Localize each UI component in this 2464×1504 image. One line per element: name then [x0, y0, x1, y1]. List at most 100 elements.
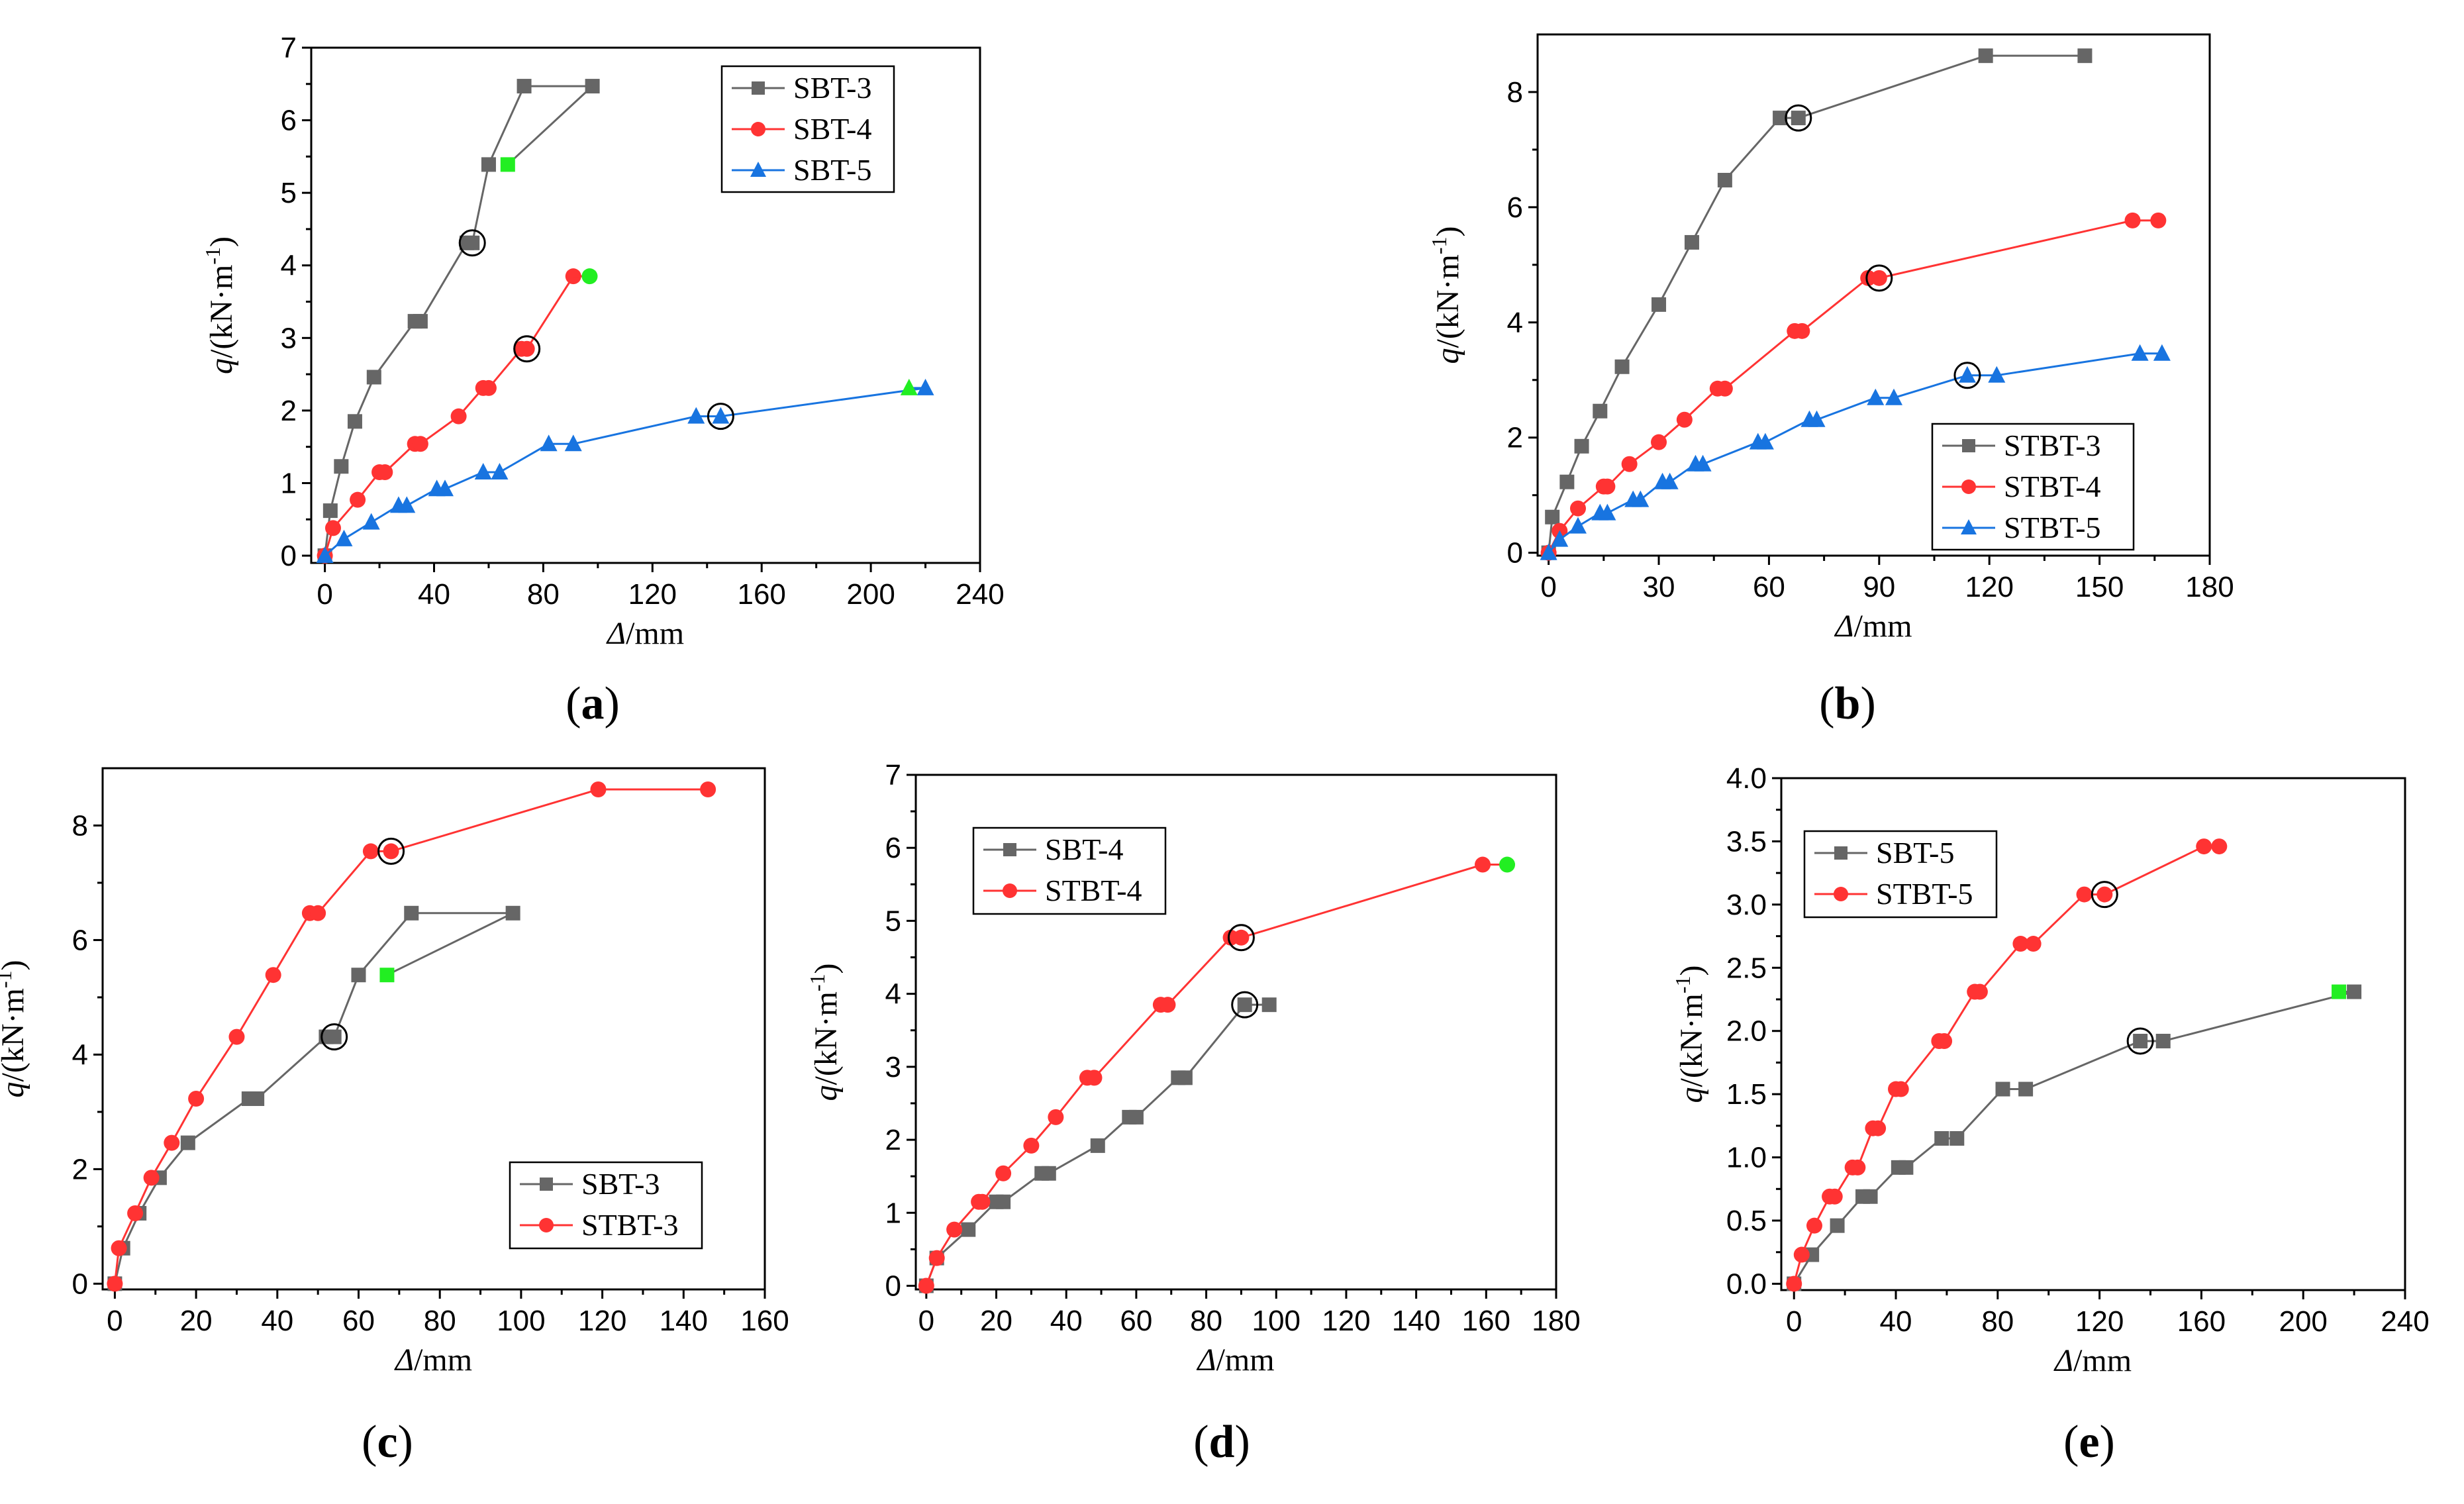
- data-point: [143, 1170, 160, 1186]
- data-point: [2077, 48, 2093, 64]
- panel-label: (d): [1193, 1417, 1250, 1468]
- highlight-circle: [1785, 104, 1812, 132]
- y-tick-label: 3.0: [1726, 889, 1767, 921]
- plot-frame: [914, 774, 1557, 1291]
- legend-label: STBT-4: [1045, 874, 1142, 907]
- y-tick-label: 2: [1507, 422, 1523, 454]
- failure-point: [581, 268, 598, 285]
- data-point: [326, 1029, 342, 1044]
- legend-label: STBT-3: [581, 1208, 679, 1242]
- data-point: [1090, 1138, 1105, 1153]
- failure-point: [900, 378, 918, 395]
- data-point: [334, 459, 349, 474]
- data-point: [1593, 403, 1608, 419]
- y-tick-label: 3: [281, 322, 297, 354]
- highlight-circle: [513, 335, 541, 363]
- data-point: [1885, 388, 1903, 405]
- series-SBT-3: [107, 905, 520, 1291]
- series-STBT-4: [918, 856, 1516, 1294]
- x-tick-label: 60: [1120, 1305, 1152, 1337]
- y-tick-label: 4: [281, 250, 297, 282]
- data-point: [188, 1091, 205, 1107]
- chart-panel-4: 0 20 40 60 80 100 120 140 160 180 0 1 2 3 4 5 6 7 Δ/mm q/(k…: [805, 759, 1581, 1468]
- legend-marker: [751, 122, 765, 136]
- data-point: [1806, 1217, 1822, 1234]
- data-point: [412, 436, 428, 452]
- y-tick-label: 2: [885, 1124, 901, 1156]
- data-point: [383, 843, 399, 860]
- x-tick-label: 150: [2075, 571, 2124, 603]
- data-point: [322, 503, 338, 519]
- y-tick-label: 8: [1507, 76, 1523, 109]
- x-tick-label: 0: [1540, 571, 1556, 603]
- plot-frame: [101, 767, 766, 1291]
- highlight-circle: [320, 1023, 348, 1051]
- data-point: [228, 1028, 245, 1045]
- y-tick-label: 7: [281, 32, 297, 64]
- legend-label: STBT-3: [2004, 428, 2101, 462]
- legend-label: STBT-5: [1876, 877, 1973, 911]
- y-tick-label: 2: [72, 1153, 88, 1185]
- plot-frame: [310, 46, 981, 564]
- x-axis-title: Δ/mm: [1834, 609, 1912, 644]
- y-tick-label: 3: [885, 1051, 901, 1083]
- y-tick-label: 1.5: [1726, 1078, 1767, 1111]
- y-tick-label: 1.0: [1726, 1142, 1767, 1174]
- data-point: [2196, 838, 2212, 855]
- data-point: [310, 905, 326, 921]
- data-point: [1934, 1130, 1949, 1146]
- legend-marker: [1003, 883, 1017, 898]
- data-point: [1717, 173, 1732, 188]
- data-point: [1599, 503, 1616, 521]
- data-point: [1791, 111, 1806, 126]
- series-SBT-5: [1787, 984, 2362, 1291]
- data-point: [1684, 234, 1699, 250]
- x-tick-label: 160: [740, 1305, 789, 1337]
- data-point: [564, 434, 582, 452]
- legend-marker: [752, 81, 765, 95]
- data-point: [1826, 1188, 1843, 1205]
- highlight-circle: [377, 837, 405, 865]
- data-point: [1041, 1166, 1056, 1181]
- data-point: [1614, 359, 1630, 374]
- data-point: [1551, 530, 1569, 547]
- data-point: [265, 967, 281, 983]
- y-axis-title: q/(kN·m-1): [1427, 226, 1465, 364]
- data-point: [974, 1193, 991, 1210]
- legend-marker: [1834, 887, 1848, 901]
- chart-panel-2: 0 30 60 90 120 150 180 0 2 4 6 8 Δ/mm q/(kN·m-1) STBT-…: [1427, 33, 2234, 729]
- data-point: [1995, 1081, 2010, 1097]
- data-point: [590, 781, 607, 797]
- panel-label: (b): [1819, 678, 1876, 729]
- y-tick-label: 7: [885, 759, 901, 791]
- legend-marker: [1003, 843, 1016, 856]
- x-tick-label: 100: [497, 1305, 545, 1337]
- x-tick-label: 60: [1753, 571, 1785, 603]
- y-tick-label: 0.5: [1726, 1205, 1767, 1237]
- series-line: [324, 85, 593, 556]
- data-point: [250, 1091, 265, 1107]
- data-point: [2096, 886, 2113, 903]
- y-tick-label: 5: [281, 177, 297, 209]
- x-tick-label: 40: [261, 1305, 293, 1337]
- data-point: [1559, 474, 1575, 489]
- data-point: [398, 496, 416, 513]
- data-point: [995, 1165, 1012, 1181]
- x-axis-title: Δ/mm: [2053, 1343, 2132, 1378]
- data-point: [324, 520, 341, 536]
- x-tick-label: 80: [424, 1305, 456, 1337]
- data-point: [450, 408, 467, 425]
- data-point: [1545, 509, 1560, 525]
- series-STBT-5: [1540, 344, 2171, 560]
- data-point: [518, 340, 535, 357]
- data-point: [1988, 366, 2006, 383]
- data-point: [1863, 1189, 1878, 1204]
- series-SBT-4: [317, 268, 598, 564]
- panel-label: (a): [566, 678, 620, 729]
- x-tick-label: 240: [2381, 1305, 2429, 1338]
- data-point: [362, 513, 380, 530]
- data-point: [1048, 1109, 1064, 1125]
- data-point: [1949, 1130, 1965, 1146]
- highlight-circle: [1865, 264, 1893, 292]
